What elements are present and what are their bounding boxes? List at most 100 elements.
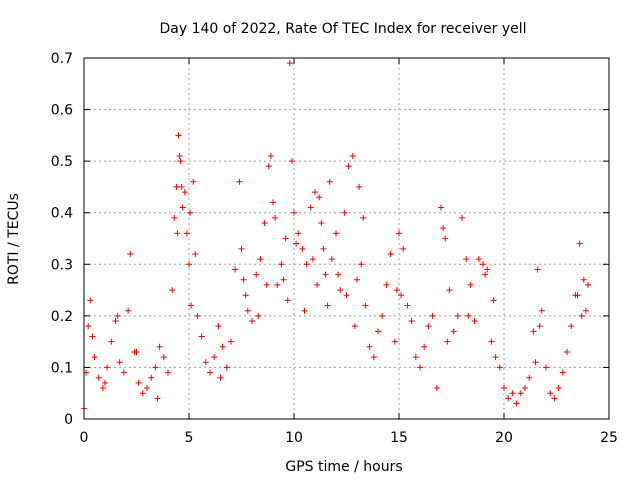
- data-point: [366, 343, 373, 350]
- data-point: [188, 302, 195, 309]
- data-point: [335, 271, 342, 278]
- data-point: [582, 307, 589, 314]
- x-tick-label: 15: [390, 430, 408, 446]
- data-point: [267, 152, 274, 159]
- data-point: [442, 235, 449, 242]
- data-point: [202, 359, 209, 366]
- data-point: [240, 276, 247, 283]
- data-point: [454, 312, 461, 319]
- data-point: [125, 307, 132, 314]
- data-point: [555, 385, 562, 392]
- chart-title: Day 140 of 2022, Rate Of TEC Index for r…: [159, 21, 526, 37]
- data-point: [463, 256, 470, 263]
- data-point: [255, 312, 262, 319]
- data-point: [282, 235, 289, 242]
- data-point: [253, 271, 260, 278]
- data-point: [171, 214, 178, 221]
- data-point: [187, 209, 194, 216]
- data-point: [429, 312, 436, 319]
- data-point: [265, 163, 272, 170]
- data-point: [176, 152, 183, 159]
- data-point: [177, 158, 184, 165]
- data-point: [85, 323, 92, 330]
- data-point: [165, 369, 171, 376]
- data-point: [135, 379, 142, 386]
- data-point: [295, 230, 302, 237]
- data-point: [564, 348, 570, 355]
- data-point: [280, 276, 287, 283]
- data-point: [341, 209, 348, 216]
- data-point: [343, 292, 350, 299]
- data-point: [288, 158, 295, 165]
- x-tick-label: 10: [285, 430, 303, 446]
- data-point: [360, 214, 367, 221]
- data-point: [274, 281, 281, 288]
- data-point: [387, 250, 394, 257]
- data-point: [538, 307, 545, 314]
- data-point: [580, 276, 587, 283]
- data-point: [505, 395, 512, 402]
- x-tick-label: 0: [80, 430, 89, 446]
- data-point: [261, 220, 268, 227]
- data-point: [568, 323, 575, 330]
- data-point: [526, 374, 533, 381]
- data-point: [223, 364, 230, 371]
- data-point: [475, 256, 482, 263]
- data-point: [358, 261, 365, 268]
- data-point: [417, 364, 423, 371]
- data-point: [219, 343, 226, 350]
- data-point: [398, 292, 405, 299]
- data-point: [301, 307, 308, 314]
- data-point: [270, 199, 276, 206]
- data-point: [326, 178, 333, 185]
- data-point: [160, 354, 167, 361]
- data-point: [551, 395, 558, 402]
- data-point: [391, 338, 398, 345]
- y-tick-label: 0.2: [51, 309, 73, 325]
- data-point: [467, 281, 474, 288]
- data-point: [263, 281, 270, 288]
- data-point: [446, 287, 453, 294]
- data-point: [393, 287, 400, 294]
- data-point: [316, 194, 323, 201]
- data-point: [509, 390, 516, 397]
- data-point: [181, 189, 188, 196]
- data-point: [242, 292, 249, 299]
- data-point: [89, 333, 96, 340]
- data-point: [465, 312, 472, 319]
- data-point: [482, 271, 489, 278]
- data-point: [488, 338, 495, 345]
- data-point: [578, 312, 585, 319]
- data-point: [102, 379, 108, 386]
- data-point: [383, 281, 390, 288]
- y-tick-label: 0.6: [51, 103, 73, 119]
- data-point: [314, 281, 321, 288]
- data-point: [278, 261, 285, 268]
- data-point: [337, 287, 344, 294]
- data-point: [522, 385, 528, 392]
- plot-frame: [83, 57, 610, 420]
- axis-ticks: 0 5 10 15 20 25 0 0.1 0.2 0.3 0.4 0.5 0.6 0.7: [51, 51, 618, 446]
- data-point: [244, 307, 251, 314]
- data-point: [318, 220, 325, 227]
- data-point: [425, 323, 432, 330]
- y-axis-label: ROTI / TECUs: [6, 193, 22, 285]
- data-point: [324, 302, 331, 309]
- data-point: [490, 297, 497, 304]
- data-point: [144, 385, 150, 392]
- data-point: [133, 348, 140, 355]
- data-point: [517, 390, 524, 397]
- data-point: [217, 374, 224, 381]
- data-point: [186, 261, 192, 268]
- data-point: [303, 261, 310, 268]
- data-point: [379, 312, 386, 319]
- data-point: [433, 385, 440, 392]
- data-point: [307, 204, 314, 211]
- data-point: [574, 292, 581, 299]
- data-point: [238, 245, 245, 252]
- data-point: [169, 287, 176, 294]
- data-point: [87, 297, 94, 304]
- data-point: [175, 132, 182, 139]
- data-point: [480, 261, 486, 268]
